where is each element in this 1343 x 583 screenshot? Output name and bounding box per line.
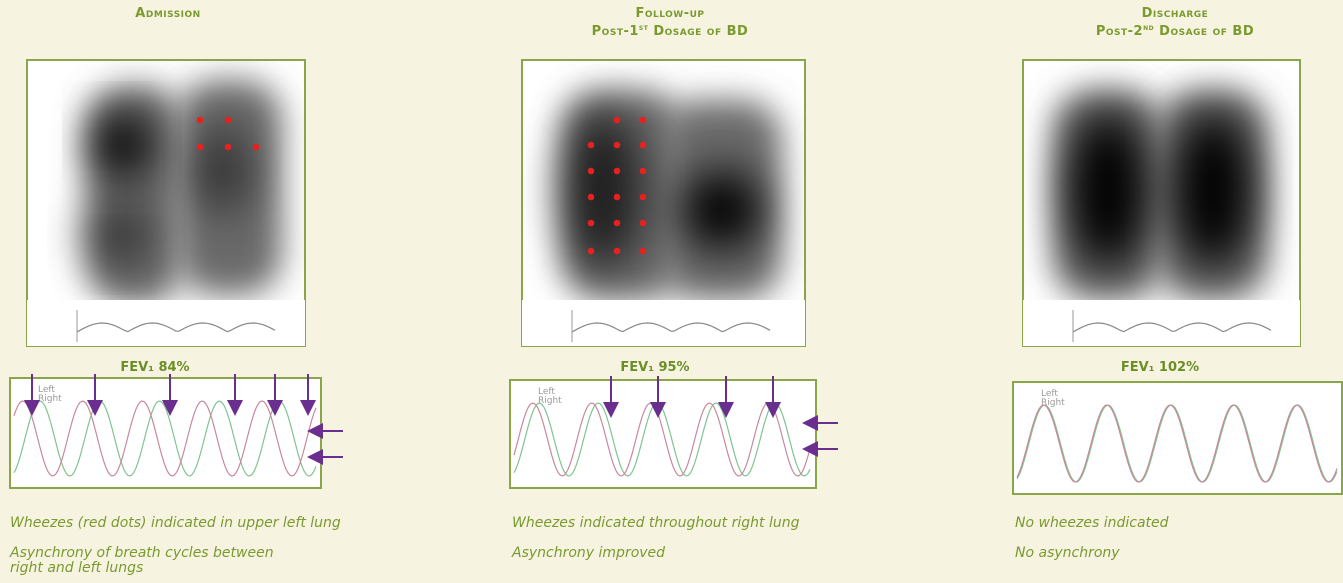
- panel-title: Follow-up: [635, 6, 704, 21]
- caption: Wheezes indicated throughout right lung: [512, 515, 800, 531]
- wheeze-dot: [588, 220, 595, 227]
- caption: right and left lungs: [10, 560, 143, 576]
- wheeze-dot: [640, 220, 647, 227]
- title-text: Post-1: [592, 24, 639, 39]
- caption: Asynchrony improved: [511, 545, 665, 561]
- title-text: Dosage of BD: [648, 24, 748, 39]
- wheeze-dot: [640, 194, 647, 201]
- wheeze-dot: [614, 248, 621, 255]
- wheeze-dot: [640, 168, 647, 175]
- title-text: Follow-up: [635, 6, 704, 21]
- wheeze-dot: [588, 194, 595, 201]
- page: AdmissionFEV₁ 84%LeftRightWheezes (red d…: [0, 0, 1343, 583]
- wheeze-dot: [614, 117, 621, 124]
- eit-image: [27, 60, 305, 346]
- wheeze-dot: [614, 194, 621, 201]
- wheeze-dot: [588, 142, 595, 149]
- title-superscript: st: [639, 23, 649, 32]
- title-text: Post-2: [1096, 24, 1143, 39]
- lung-map: [522, 90, 805, 346]
- strip-bg: [27, 300, 305, 346]
- lung-dense: [562, 110, 642, 270]
- wheeze-dot: [614, 142, 621, 149]
- wheeze-dot: [588, 248, 595, 255]
- caption: No wheezes indicated: [1015, 515, 1169, 531]
- wheeze-dot: [614, 168, 621, 175]
- wheeze-dot: [614, 220, 621, 227]
- panel-title: Admission: [135, 6, 200, 21]
- caption: Asynchrony of breath cycles between: [9, 545, 274, 561]
- panel-title: Post-2nd Dosage of BD: [1096, 23, 1254, 39]
- eit-image: [522, 60, 805, 346]
- strip-bg: [522, 300, 805, 346]
- wheeze-dot: [197, 117, 204, 124]
- caption: No asynchrony: [1015, 545, 1120, 561]
- lung-dense: [682, 170, 762, 250]
- lung-dense: [92, 113, 152, 177]
- lung-dense: [1173, 110, 1253, 270]
- fev-label: FEV₁ 102%: [1121, 360, 1199, 375]
- wave-legend: Right: [38, 394, 62, 404]
- title-text: Dosage of BD: [1154, 24, 1254, 39]
- lung-dense: [82, 205, 152, 265]
- wheeze-dot: [640, 117, 647, 124]
- wheeze-dot: [588, 168, 595, 175]
- figure: AdmissionFEV₁ 84%LeftRightWheezes (red d…: [0, 0, 1343, 583]
- fev-label: FEV₁ 95%: [620, 360, 689, 375]
- title-text: Admission: [135, 6, 200, 21]
- strip-bg: [1023, 300, 1300, 346]
- lung-dense: [192, 125, 252, 215]
- panel-title: Discharge: [1142, 6, 1209, 21]
- wheeze-dot: [225, 117, 232, 124]
- lung-map: [1023, 90, 1300, 346]
- caption: Wheezes (red dots) indicated in upper le…: [10, 515, 341, 531]
- title-superscript: nd: [1143, 23, 1154, 32]
- wheeze-dot: [197, 144, 204, 151]
- title-text: Discharge: [1142, 6, 1209, 21]
- eit-image: [1023, 60, 1300, 346]
- wave-legend: Right: [1041, 398, 1065, 408]
- fev-label: FEV₁ 84%: [120, 360, 189, 375]
- wheeze-dot: [253, 144, 260, 151]
- wheeze-dot: [640, 142, 647, 149]
- wheeze-dot: [225, 144, 232, 151]
- lung-dense: [1068, 110, 1148, 270]
- wheeze-dot: [640, 248, 647, 255]
- panel-title: Post-1st Dosage of BD: [592, 23, 749, 39]
